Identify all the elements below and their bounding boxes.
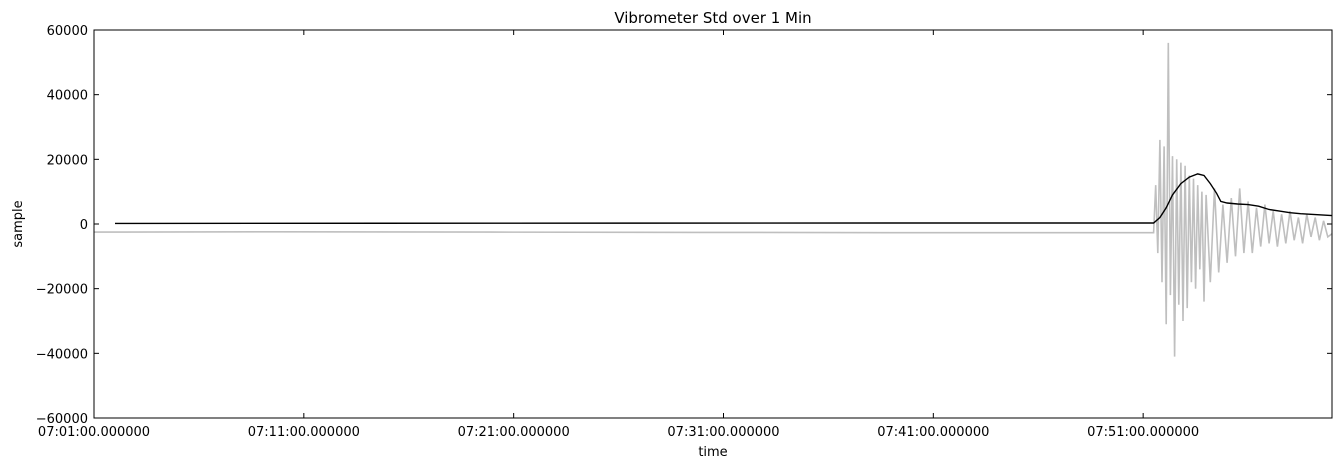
x-tick-label: 07:41:00.000000: [877, 425, 989, 440]
y-tick-label: 0: [80, 218, 88, 233]
y-tick-label: 60000: [47, 24, 88, 39]
y-tick-label: 40000: [47, 89, 88, 104]
x-tick-label: 07:11:00.000000: [248, 425, 360, 440]
y-ticks: 60000 40000 20000 0 −20000 −40000 −60000: [36, 24, 1332, 427]
x-tick-label: 07:21:00.000000: [458, 425, 570, 440]
x-tick-label: 07:51:00.000000: [1087, 425, 1199, 440]
y-tick-label: −40000: [36, 347, 88, 362]
y-axis-label: sample: [11, 200, 26, 247]
series-layer: [93, 42, 1333, 357]
y-tick-label: 20000: [47, 153, 88, 168]
x-ticks: 07:01:00.000000 07:11:00.000000 07:21:00.0…: [38, 30, 1199, 440]
series-line-raw-signal: [93, 42, 1333, 357]
x-axis-label: time: [698, 445, 727, 460]
x-tick-label: 07:01:00.000000: [38, 425, 150, 440]
x-tick-label: 07:31:00.000000: [667, 425, 779, 440]
chart-title: Vibrometer Std over 1 Min: [614, 9, 811, 27]
series-line-std: [114, 173, 1333, 225]
y-tick-label: −20000: [36, 283, 88, 298]
y-tick-label: −60000: [36, 412, 88, 427]
